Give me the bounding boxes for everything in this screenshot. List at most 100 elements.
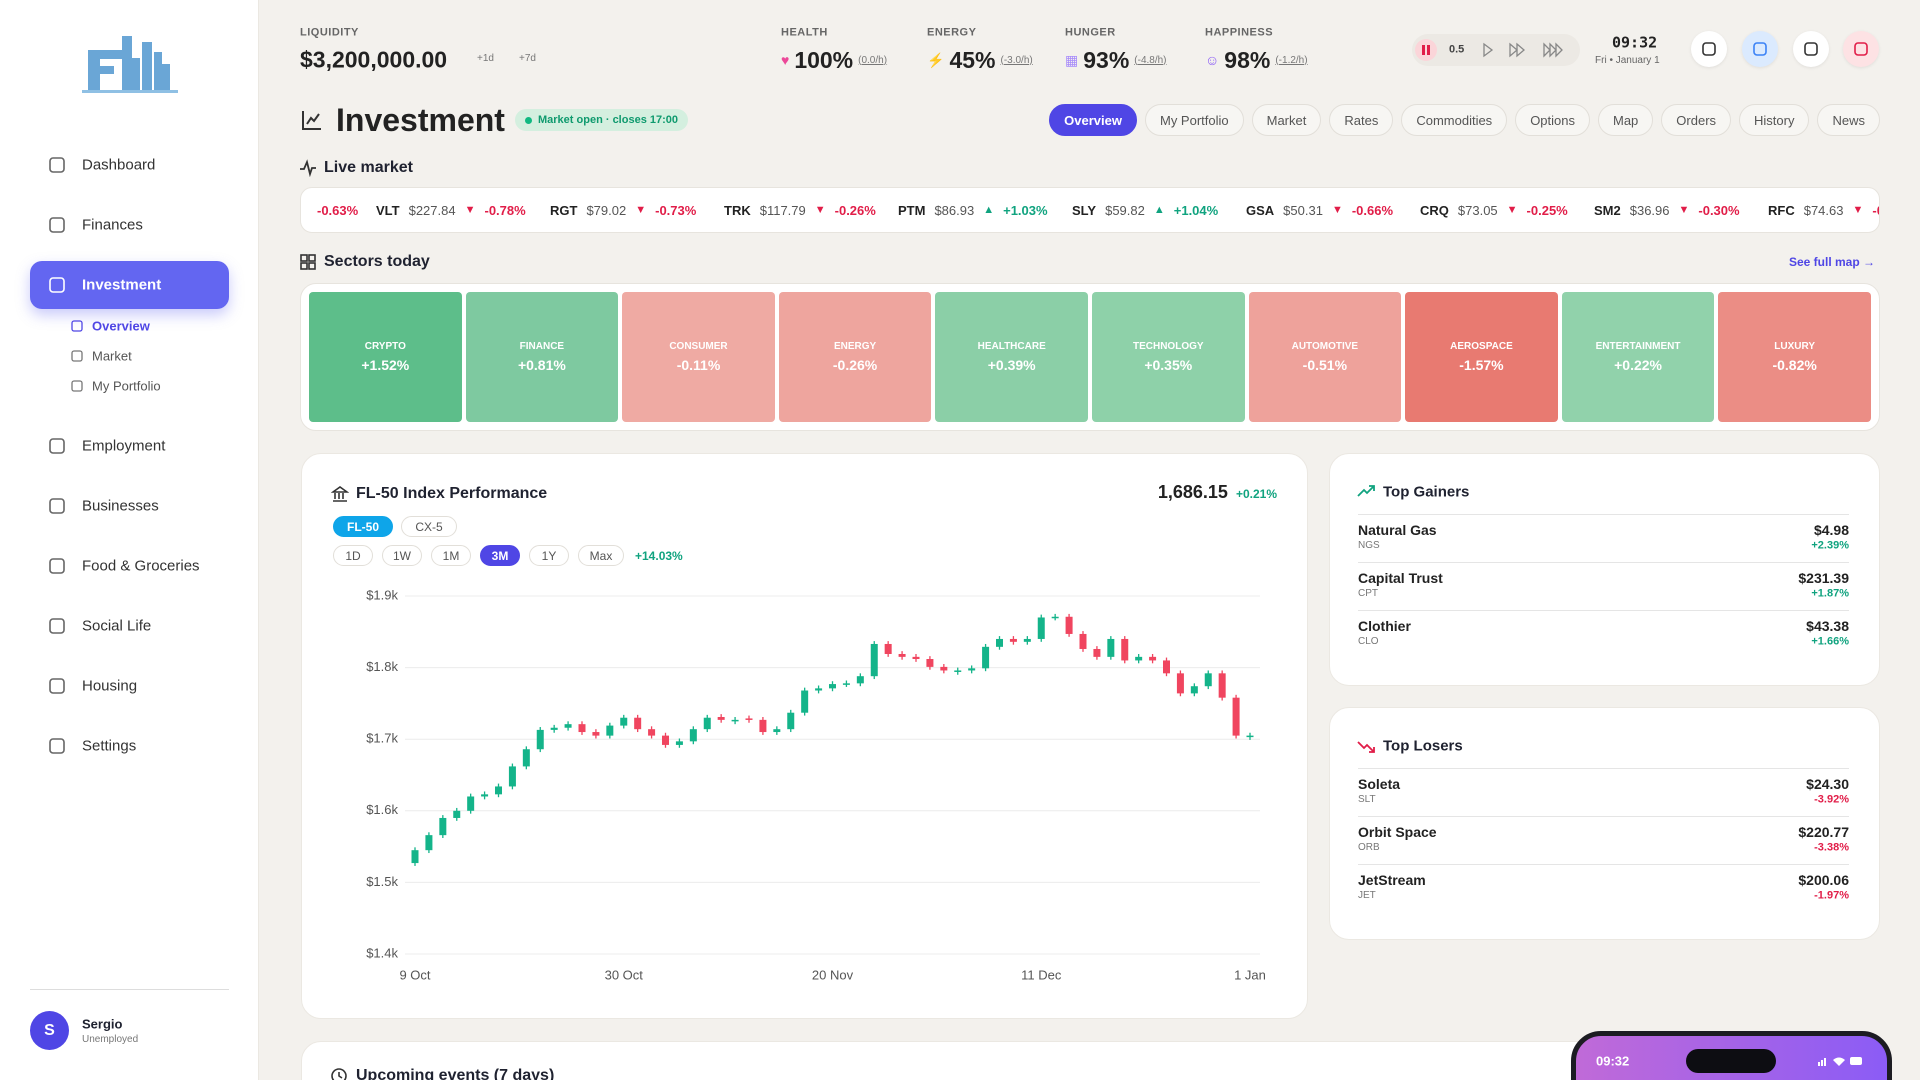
- sector-tile[interactable]: CONSUMER -0.11%: [622, 292, 775, 422]
- sector-tile[interactable]: AUTOMOTIVE -0.51%: [1248, 292, 1402, 422]
- range-tab[interactable]: 1M: [431, 545, 471, 566]
- subnav-item[interactable]: Market: [92, 348, 132, 364]
- subnav-item[interactable]: My Portfolio: [92, 378, 161, 394]
- tab[interactable]: Map: [1598, 104, 1654, 136]
- ticker-price: $86.93: [934, 202, 975, 218]
- nav-item[interactable]: Businesses: [82, 497, 159, 515]
- sector-change: +0.22%: [1614, 357, 1662, 373]
- subnav-item[interactable]: Overview: [92, 318, 150, 334]
- phone-widget[interactable]: 09:32: [1571, 1031, 1892, 1080]
- stat-row: ♥ 100% (0.0/h): [781, 47, 887, 73]
- nav-item[interactable]: Housing: [82, 677, 138, 695]
- ticker-arrow: ▼: [635, 204, 647, 216]
- sector-tile[interactable]: TECHNOLOGY +0.35%: [1091, 292, 1245, 422]
- nav-item[interactable]: Food & Groceries: [82, 557, 200, 575]
- sector-change: +0.81%: [517, 357, 566, 373]
- index-tab[interactable]: FL-50: [333, 516, 393, 537]
- candle-body: [996, 638, 1003, 647]
- nav-icon: [47, 676, 67, 701]
- mover-name[interactable]: Clothier: [1358, 618, 1411, 634]
- divider: [1358, 768, 1849, 769]
- tab[interactable]: Overview: [1049, 104, 1137, 136]
- mover-name[interactable]: Capital Trust: [1358, 570, 1443, 586]
- range-tab[interactable]: 1W: [382, 545, 422, 566]
- range-tab[interactable]: Max: [578, 545, 624, 566]
- status-text: Market open · closes 17:00: [538, 114, 679, 126]
- nav-icon: [47, 215, 67, 240]
- index-tab[interactable]: CX-5: [401, 516, 457, 537]
- ticker: VLT $227.84 ▼ -0.78%: [376, 188, 526, 232]
- tab[interactable]: Commodities: [1401, 104, 1508, 136]
- nav-item[interactable]: Social Life: [82, 617, 152, 635]
- nav-item[interactable]: Employment: [82, 437, 166, 455]
- range-tab[interactable]: 3M: [480, 545, 520, 566]
- section-icon: [300, 254, 316, 275]
- sector-tile[interactable]: ENTERTAINMENT +0.22%: [1561, 292, 1715, 422]
- top-losers-card: Top Losers Soleta SLT $24.30 -3.92% Orbit Spa…: [1329, 707, 1880, 940]
- mover-name[interactable]: Natural Gas: [1358, 522, 1437, 538]
- speed-value[interactable]: 0.5: [1449, 43, 1465, 56]
- sector-tile[interactable]: HEALTHCARE +0.39%: [935, 292, 1088, 422]
- sector-tile[interactable]: ENERGY -0.26%: [778, 292, 932, 422]
- mover-name[interactable]: Soleta: [1358, 776, 1401, 792]
- index-selector: FL-50 CX-5: [333, 516, 457, 537]
- time-skip-button[interactable]: +7d: [519, 53, 536, 64]
- section-title: Sectors today: [324, 253, 430, 270]
- tab[interactable]: News: [1817, 104, 1880, 136]
- sector-tile[interactable]: AEROSPACE -1.57%: [1405, 292, 1558, 422]
- divider: [1358, 864, 1849, 865]
- ticker-change: -0.66%: [1351, 202, 1394, 218]
- divider: [1358, 816, 1849, 817]
- stat-label: HAPPINESS: [1205, 26, 1274, 39]
- ticker-change: -0.78%: [484, 202, 526, 218]
- nav-item[interactable]: Settings: [82, 737, 137, 755]
- sector-change: -0.82%: [1772, 357, 1817, 373]
- stat-row: ☺ 98% (-1.2/h): [1205, 47, 1308, 73]
- sector-name: FINANCE: [519, 341, 565, 352]
- tab[interactable]: Rates: [1329, 104, 1394, 136]
- ticker: TRK $117.79 ▼ -0.26%: [724, 188, 876, 232]
- nav-item[interactable]: Dashboard: [82, 156, 156, 174]
- sidebar: [0, 0, 259, 1080]
- mover-symbol: CLO: [1358, 636, 1379, 647]
- mover-symbol: NGS: [1358, 540, 1380, 551]
- range-tab[interactable]: 1Y: [529, 545, 569, 566]
- ticker-symbol: RFC: [1768, 202, 1795, 218]
- sector-map: CRYPTO +1.52% FINANCE +0.81% CONSUMER -0.11% E…: [300, 283, 1880, 431]
- index-value: 1,686.15: [1157, 482, 1228, 502]
- x-tick-label: 20 Nov: [812, 967, 854, 982]
- ticker-symbol: RGT: [550, 202, 578, 218]
- candle-body: [536, 729, 544, 750]
- tab[interactable]: Market: [1251, 104, 1322, 136]
- mover-name[interactable]: Orbit Space: [1358, 824, 1437, 840]
- sector-change: +0.35%: [1144, 357, 1193, 373]
- section-icon: [299, 159, 317, 182]
- sector-tile[interactable]: FINANCE +0.81%: [465, 292, 619, 422]
- toolbar-button[interactable]: [1691, 31, 1727, 67]
- candle-body: [870, 643, 878, 677]
- index-value-row: 1,686.15 +0.21%: [1158, 482, 1277, 503]
- nav-item[interactable]: Finances: [82, 216, 143, 234]
- nav-item[interactable]: Investment: [82, 276, 162, 294]
- candle-body: [717, 717, 725, 720]
- tab[interactable]: Options: [1515, 104, 1590, 136]
- toolbar-button[interactable]: [1742, 31, 1778, 67]
- see-full-map[interactable]: See full map →: [1788, 255, 1875, 269]
- mover-name[interactable]: JetStream: [1358, 872, 1426, 888]
- sector-tile[interactable]: CRYPTO +1.52%: [309, 292, 462, 422]
- tab[interactable]: Orders: [1661, 104, 1732, 136]
- ticker-arrow: ▼: [1678, 204, 1690, 216]
- time-skip-button[interactable]: +1d: [477, 53, 494, 64]
- ticker-arrow: ▼: [814, 204, 826, 216]
- candle-body: [856, 676, 864, 684]
- mover-price: $231.39: [1798, 570, 1849, 586]
- toolbar-button[interactable]: [1793, 31, 1829, 67]
- range-tab[interactable]: 1D: [333, 545, 373, 566]
- tab[interactable]: History: [1739, 104, 1810, 136]
- candle-body: [842, 683, 850, 685]
- subnav-icon: [70, 379, 84, 398]
- toolbar-button[interactable]: [1843, 31, 1879, 67]
- candle-body: [1163, 660, 1170, 674]
- sector-tile[interactable]: LUXURY -0.82%: [1718, 292, 1871, 422]
- tab[interactable]: My Portfolio: [1144, 104, 1244, 136]
